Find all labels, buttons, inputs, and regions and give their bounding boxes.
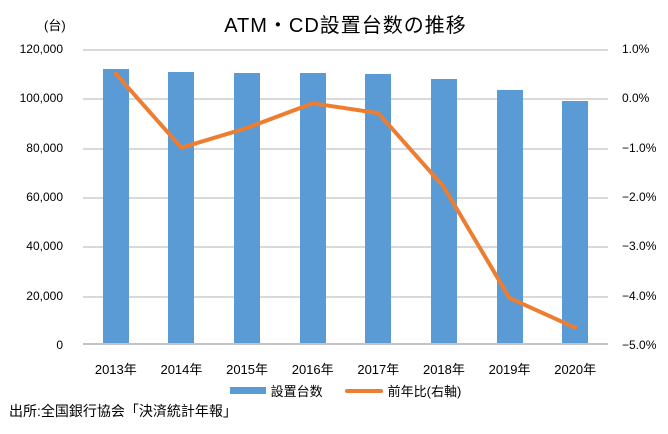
left-axis-tick-label: 100,000 bbox=[19, 91, 63, 105]
source-note: 出所:全国銀行協会「決済統計年報」 bbox=[9, 403, 237, 419]
x-axis-tick-label: 2013年 bbox=[94, 362, 137, 377]
x-axis-tick-label: 2018年 bbox=[422, 362, 465, 377]
bar-2014年 bbox=[168, 72, 194, 343]
bar-2019年 bbox=[497, 90, 523, 343]
gridline bbox=[83, 98, 608, 100]
gridline bbox=[83, 49, 608, 51]
right-axis-tick-label: −4.0% bbox=[622, 289, 657, 303]
right-axis-tick-label: −2.0% bbox=[622, 190, 657, 204]
gridline bbox=[83, 148, 608, 150]
left-axis-tick-label: 0 bbox=[56, 338, 63, 352]
gridline bbox=[83, 296, 608, 298]
bar-2013年 bbox=[103, 69, 129, 343]
legend-item-yoy: 前年比(右軸) bbox=[344, 381, 462, 400]
left-axis-unit-label: (台) bbox=[44, 18, 66, 33]
bar-2015年 bbox=[234, 73, 260, 343]
legend-label-yoy: 前年比(右軸) bbox=[387, 384, 462, 399]
gridline bbox=[83, 197, 608, 199]
left-axis-tick-label: 20,000 bbox=[26, 289, 63, 303]
x-axis-tick-label: 2020年 bbox=[554, 362, 597, 377]
bar-2016年 bbox=[300, 73, 326, 343]
x-axis-tick-label: 2019年 bbox=[488, 362, 531, 377]
legend: 設置台数 前年比(右軸) bbox=[83, 381, 608, 400]
legend-label-units: 設置台数 bbox=[270, 384, 323, 399]
right-axis-tick-label: −3.0% bbox=[622, 239, 657, 253]
legend-item-units: 設置台数 bbox=[229, 381, 323, 400]
right-axis-tick-label: 0.0% bbox=[622, 91, 650, 105]
right-axis-tick-label: −5.0% bbox=[622, 338, 657, 352]
x-axis-tick-label: 2016年 bbox=[291, 362, 334, 377]
bar-2017年 bbox=[365, 74, 391, 343]
left-axis-tick-label: 120,000 bbox=[19, 42, 63, 56]
x-axis-tick-label: 2014年 bbox=[160, 362, 203, 377]
line-series-swatch bbox=[344, 388, 383, 393]
x-axis-tick-label: 2017年 bbox=[357, 362, 400, 377]
right-axis-tick-label: −1.0% bbox=[622, 141, 657, 155]
left-axis-tick-label: 40,000 bbox=[26, 239, 63, 253]
left-axis-tick-label: 80,000 bbox=[26, 141, 63, 155]
bar-series-swatch bbox=[229, 387, 266, 394]
right-axis-tick-label: 1.0% bbox=[622, 42, 650, 56]
x-axis-tick-label: 2015年 bbox=[226, 362, 269, 377]
gridline bbox=[83, 246, 608, 248]
left-axis-tick-label: 60,000 bbox=[26, 190, 63, 204]
bar-2020年 bbox=[562, 101, 588, 343]
plot-area: 2013年 2014年 2015年 2016年 2017年 2018年 2019年 2020年 bbox=[83, 49, 608, 377]
chart-title: ATM・CD設置台数の推移 bbox=[224, 15, 467, 37]
bar-2018年 bbox=[431, 79, 457, 343]
x-axis-line bbox=[83, 343, 608, 345]
